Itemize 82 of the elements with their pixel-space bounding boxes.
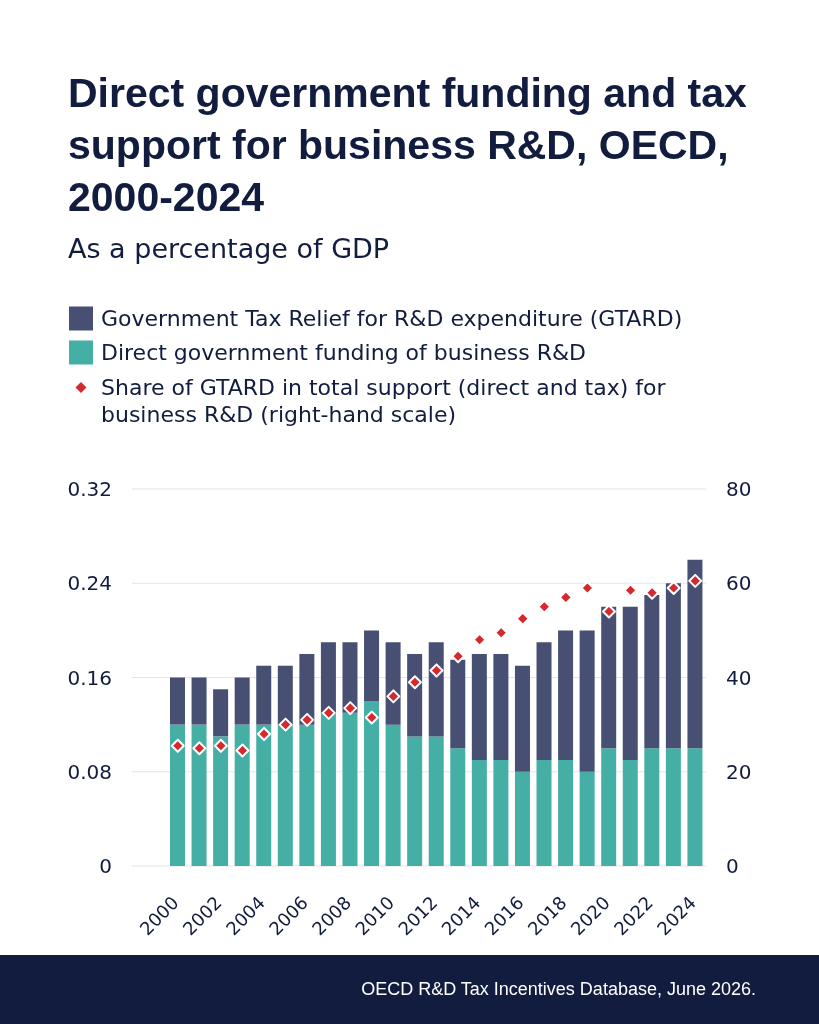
point [213,738,228,753]
bar [601,748,617,866]
text: OECD R&D Tax Incentives Database, June 2026. [361,979,757,1000]
bar [213,736,229,866]
bar [191,724,207,866]
bar [579,630,595,772]
bar [665,748,681,866]
point [386,689,401,704]
bar [256,665,272,725]
y-tick-label: 0.08 [67,759,112,784]
y2-tick-label: 0 [726,854,739,879]
bar [428,736,444,866]
bar [558,630,574,760]
bar [170,724,185,866]
bar [622,606,638,760]
bar [299,724,315,866]
chart-title: Direct government funding and tax support for business R&D, OECD, 2000-2024 [68,69,748,222]
legend-label: Share of GTARD in total support (direct and tax) for business R&D (right-hand scale) [101,373,667,428]
bar [234,677,250,725]
bar [644,748,660,866]
point [192,741,207,756]
bar [364,701,380,866]
bar [170,677,185,725]
point [429,663,444,678]
bar [450,748,466,866]
bar [234,724,250,866]
bar [256,724,272,866]
point [278,717,293,732]
bar [687,748,703,866]
bar [471,759,487,866]
point [300,712,315,727]
y-tick-label: 0.32 [67,477,112,502]
bar [665,583,681,749]
y2-tick-label: 20 [726,759,752,784]
bar [579,771,595,866]
y-tick-label: 0 [99,854,112,879]
bar [191,677,207,725]
bar [320,712,336,866]
bar [277,665,293,725]
point [666,580,681,595]
bar [385,724,401,866]
bar [213,689,229,737]
bar [364,630,380,702]
bar [514,771,530,866]
bar [622,759,638,866]
bar [277,724,293,866]
bar [407,653,423,737]
point [235,743,250,758]
bar [514,665,530,772]
bar [687,559,703,749]
bar [558,759,574,866]
bar [320,642,336,713]
point [343,701,358,716]
bar [536,759,552,866]
point [688,573,703,588]
y2-tick-label: 80 [726,477,752,502]
bar [471,653,487,760]
bar [299,653,315,725]
bar [644,595,660,749]
point [407,675,422,690]
y-tick-label: 0.16 [67,665,112,690]
bar [385,642,401,725]
bar [601,606,617,749]
point [170,738,185,753]
bar [450,659,466,749]
bar [493,653,509,760]
bar [342,712,358,866]
y-tick-label: 0.24 [67,571,112,596]
legend-label: Direct government funding of business R&D [101,339,588,366]
bar [342,642,358,713]
bar [407,736,423,866]
bar [428,642,444,737]
legend-label: Government Tax Relief for R&D expenditure (GTARD) [101,304,684,332]
bar [536,642,552,760]
point [364,710,379,725]
bar [493,759,509,866]
point [601,604,616,619]
y2-tick-label: 60 [726,571,752,596]
point [321,705,336,720]
y2-tick-label: 40 [726,665,752,690]
point [257,727,272,742]
chart-subtitle: As a percentage of GDP [68,233,391,265]
